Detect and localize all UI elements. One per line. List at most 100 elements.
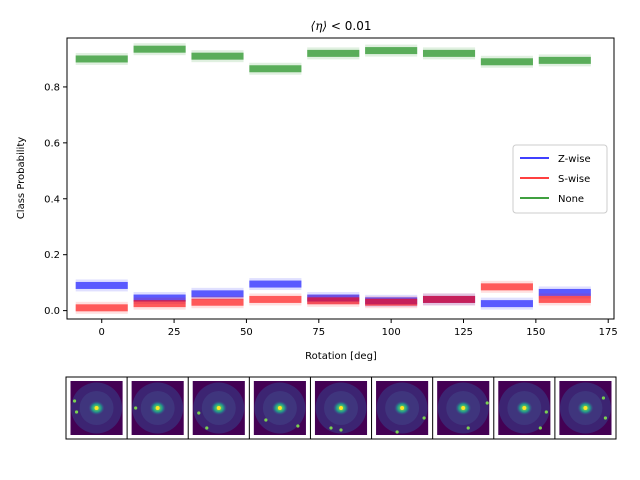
galaxy-nucleus <box>583 406 588 410</box>
x-tick-label: 0 <box>99 327 105 338</box>
bar-s-wise-2 <box>191 296 244 309</box>
star-speck <box>601 396 606 400</box>
x-tick-label: 75 <box>312 327 325 338</box>
bar-band <box>75 55 128 63</box>
galaxy-nucleus <box>216 406 221 410</box>
y-tick-label: 0.4 <box>44 194 60 205</box>
star-speck <box>296 424 300 428</box>
bar-none-0 <box>75 52 128 65</box>
star-speck <box>134 406 138 410</box>
y-tick-label: 0.8 <box>44 82 60 93</box>
bar-s-wise-1 <box>133 297 186 310</box>
galaxy-image-8 <box>554 377 612 439</box>
bar-band <box>480 58 533 66</box>
galaxy-image-1 <box>126 377 184 439</box>
bar-none-1 <box>133 43 186 56</box>
bar-s-wise-0 <box>75 301 128 314</box>
star-speck <box>72 399 77 403</box>
bar-s-wise-5 <box>365 296 418 309</box>
galaxy-image-3 <box>248 377 306 439</box>
galaxy-image-0 <box>70 381 123 435</box>
y-axis: 0.0 0.2 0.4 0.6 0.8 <box>44 82 67 317</box>
galaxy-nucleus <box>94 406 99 410</box>
star-speck <box>197 411 201 415</box>
galaxy-image-strip <box>65 376 617 440</box>
galaxy-image-5 <box>371 377 429 439</box>
bar-band <box>422 295 476 303</box>
bar-band <box>538 56 591 64</box>
bar-z-wise-2 <box>191 287 244 300</box>
y-tick-label: 0.0 <box>44 306 60 317</box>
star-speck <box>544 410 548 414</box>
legend-label-s-wise: S-wise <box>558 174 590 185</box>
star-speck <box>74 410 79 414</box>
bar-band <box>133 45 186 53</box>
x-tick-label: 150 <box>526 327 545 338</box>
bar-band <box>422 49 476 57</box>
galaxy-nucleus <box>277 406 282 410</box>
bars-layer <box>75 43 591 314</box>
star-speck <box>485 401 489 405</box>
star-speck <box>466 426 470 430</box>
x-tick-label: 25 <box>168 327 181 338</box>
bar-band <box>480 283 533 291</box>
bar-band <box>307 297 360 305</box>
legend-label-z-wise: Z-wise <box>558 154 591 165</box>
star-speck <box>422 416 426 420</box>
bar-band <box>191 298 244 306</box>
bar-s-wise-4 <box>307 294 360 307</box>
galaxy-image-7 <box>493 377 551 439</box>
bar-s-wise-8 <box>538 293 591 306</box>
y-axis-label: Class Probability <box>16 137 27 219</box>
star-speck <box>329 426 333 430</box>
bar-band <box>133 294 186 302</box>
bar-none-4 <box>307 47 360 60</box>
galaxy-image-4 <box>309 377 368 439</box>
bar-band <box>133 300 186 308</box>
galaxy-image-2 <box>187 377 245 439</box>
galaxy-nucleus <box>461 406 466 410</box>
bar-band <box>191 290 244 298</box>
bar-none-3 <box>249 62 302 75</box>
bar-none-8 <box>538 54 591 67</box>
bar-none-6 <box>422 47 476 60</box>
galaxy-nucleus <box>155 406 160 410</box>
bar-z-wise-0 <box>75 279 128 292</box>
bar-none-5 <box>365 44 418 57</box>
bar-band <box>365 47 418 55</box>
legend-label-none: None <box>558 194 584 205</box>
plot-area <box>66 37 615 320</box>
y-tick-label: 0.6 <box>44 138 60 149</box>
star-speck <box>339 428 343 432</box>
y-tick-label: 0.2 <box>44 250 60 261</box>
bar-s-wise-7 <box>480 280 533 293</box>
x-axis: 0 25 50 75 100 125 150 175 <box>99 319 618 338</box>
bar-band <box>75 304 128 312</box>
bar-band <box>249 295 302 303</box>
bar-band <box>365 298 418 306</box>
bar-none-2 <box>191 50 244 63</box>
bar-band <box>191 52 244 60</box>
bar-z-wise-7 <box>480 297 533 310</box>
bar-z-wise-3 <box>249 278 302 291</box>
bar-band <box>75 281 128 289</box>
bar-s-wise-6 <box>422 293 476 306</box>
star-speck <box>205 426 209 430</box>
chart-title: ⟨η⟩ < 0.01 <box>311 19 372 33</box>
bar-band <box>249 280 302 288</box>
bar-s-wise-3 <box>249 293 302 306</box>
galaxy-nucleus <box>522 406 527 410</box>
bar-band <box>249 65 302 73</box>
legend: Z-wise S-wise None <box>512 144 608 214</box>
x-tick-label: 125 <box>454 327 473 338</box>
bar-z-wise-8 <box>538 286 591 299</box>
galaxy-nucleus <box>400 406 405 410</box>
star-speck <box>603 416 608 420</box>
bar-band <box>307 49 360 57</box>
galaxy-image-6 <box>432 377 490 439</box>
star-speck <box>395 430 399 434</box>
bar-none-7 <box>480 55 533 68</box>
x-tick-label: 175 <box>599 327 618 338</box>
bar-band <box>480 300 533 308</box>
